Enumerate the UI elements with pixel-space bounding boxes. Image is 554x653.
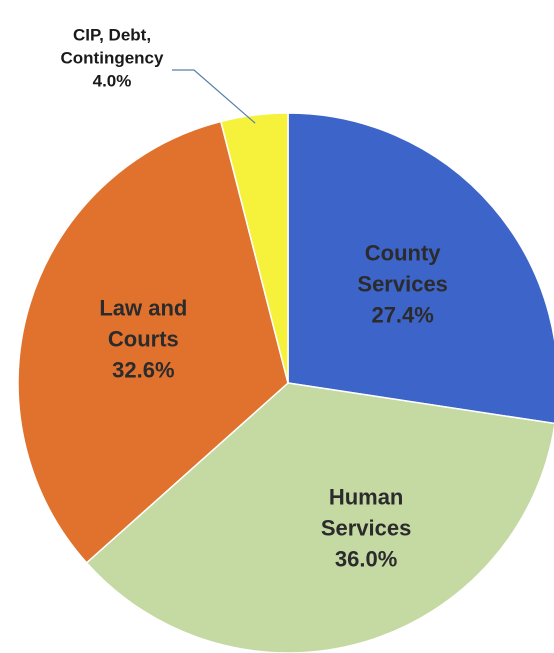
slice-label: CIP, Debt, Contingency 4.0% <box>37 24 187 93</box>
slice-label: County Services 27.4% <box>338 238 468 331</box>
slice-value: 27.4% <box>371 302 434 328</box>
leader-line <box>172 69 256 124</box>
slice-label: Law and Courts 32.6% <box>78 292 208 385</box>
slice-category: County Services <box>357 240 448 297</box>
pie-slice <box>17 120 289 564</box>
pie-slice <box>85 382 554 653</box>
slice-value: 4.0% <box>92 71 132 91</box>
pie-slice <box>287 112 554 425</box>
slice-category: CIP, Debt, Contingency <box>60 25 164 68</box>
slice-value: 36.0% <box>334 546 398 572</box>
slice-value: 32.6% <box>112 357 175 383</box>
slice-category: Human Services <box>320 484 412 541</box>
pie-slice <box>219 112 289 384</box>
slice-category: Law and Courts <box>99 295 188 352</box>
slice-label: Human Services 36.0% <box>301 481 431 574</box>
